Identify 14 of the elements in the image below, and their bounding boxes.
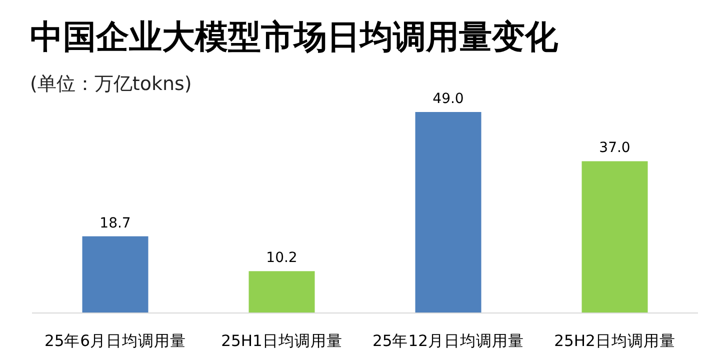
- x-tick-label: 25H1日均调用量: [221, 332, 342, 350]
- data-label: 18.7: [100, 215, 131, 232]
- data-label: 10.2: [266, 250, 298, 266]
- data-label: 37.0: [599, 140, 630, 156]
- data-label: 49.0: [432, 91, 464, 107]
- bar: [582, 161, 648, 313]
- bar: [415, 112, 482, 313]
- x-tick-label: 25H2日均调用量: [554, 332, 676, 350]
- x-tick-label: 25年6月日均调用量: [44, 332, 186, 350]
- chart-subtitle: (单位：万亿tokns): [30, 73, 192, 95]
- chart-title: 中国企业大模型市场日均调用量变化: [30, 17, 559, 56]
- bar: [82, 236, 148, 313]
- x-tick-label: 25年12月日均调用量: [372, 332, 524, 350]
- bar: [248, 271, 315, 313]
